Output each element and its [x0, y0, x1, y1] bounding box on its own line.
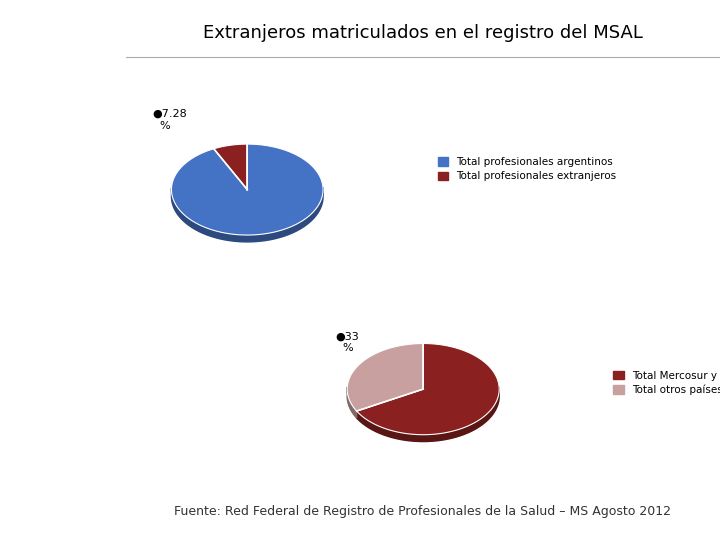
- Legend: Total Mercosur y asociados, Total otros países: Total Mercosur y asociados, Total otros …: [609, 366, 720, 400]
- Text: ●33
  %: ●33 %: [336, 331, 359, 353]
- Polygon shape: [347, 387, 356, 418]
- Polygon shape: [356, 387, 499, 442]
- Polygon shape: [171, 151, 323, 242]
- Text: ●7.28
  %: ●7.28 %: [153, 109, 187, 131]
- Text: ●92.72
     %: ●92.72 %: [206, 211, 248, 232]
- Polygon shape: [214, 144, 247, 190]
- Legend: Total profesionales argentinos, Total profesionales extranjeros: Total profesionales argentinos, Total pr…: [433, 153, 621, 186]
- Text: Extranjeros matriculados en el registro del MSAL: Extranjeros matriculados en el registro …: [203, 24, 643, 42]
- Polygon shape: [171, 187, 323, 242]
- Polygon shape: [171, 144, 323, 235]
- Polygon shape: [356, 343, 499, 435]
- Text: ●67
  %: ●67 %: [435, 400, 459, 421]
- Polygon shape: [347, 350, 499, 442]
- Text: Fuente: Red Federal de Registro de Profesionales de la Salud – MS Agosto 2012: Fuente: Red Federal de Registro de Profe…: [174, 505, 672, 518]
- Polygon shape: [347, 343, 423, 411]
